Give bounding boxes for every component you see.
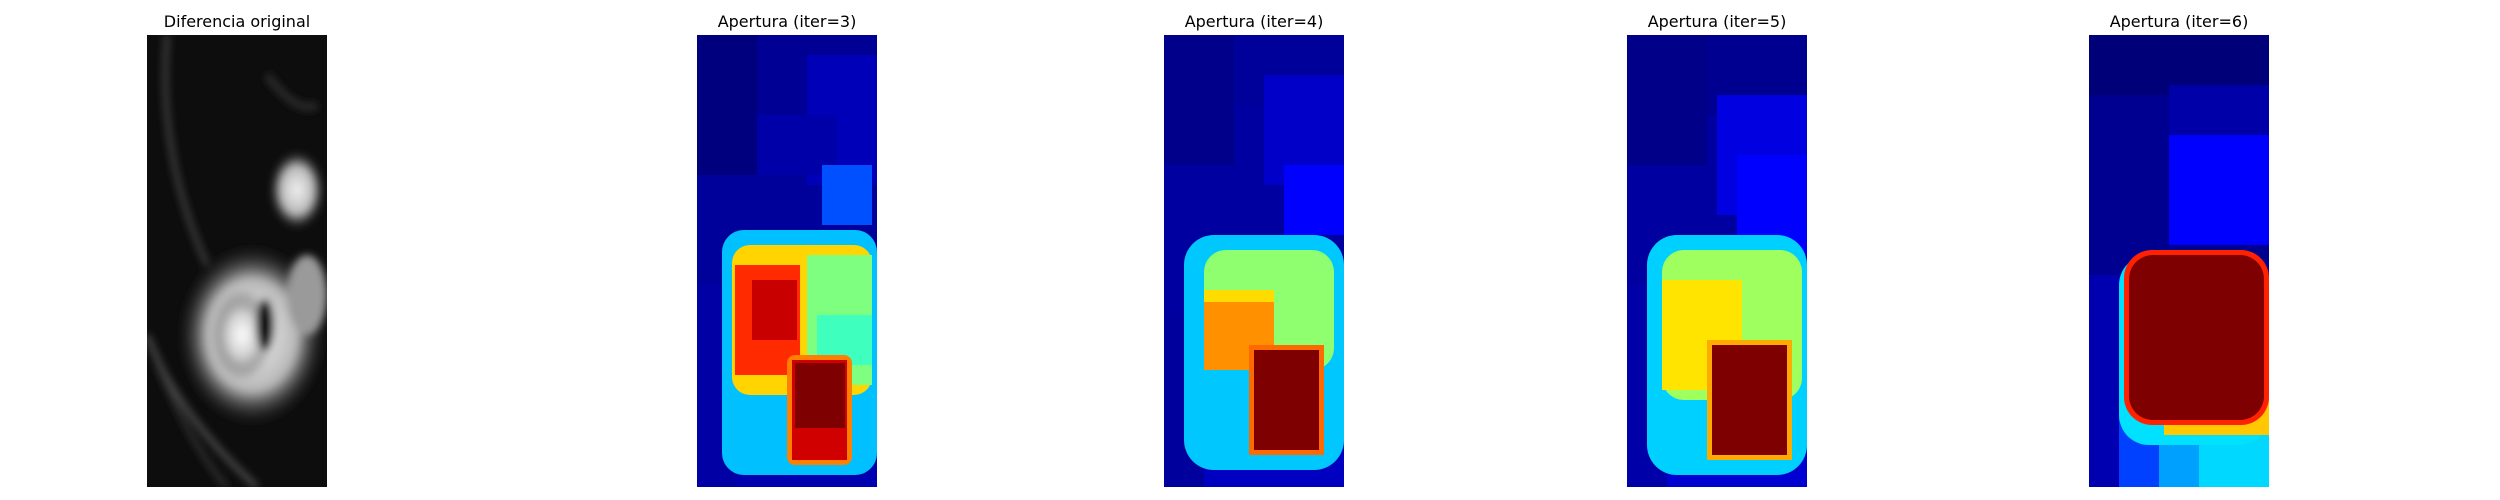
opening-iter-4-image [1164,35,1344,487]
opening-iter-5-image [1627,35,1807,487]
panel-title: Apertura (iter=3) [717,12,857,31]
panel-title: Apertura (iter=4) [1184,12,1324,31]
panel-opening-iter-5: Apertura (iter=5) [1627,0,1807,500]
panel-original: Diferencia original [147,0,327,500]
original-difference-image [147,35,327,487]
opening-iter-3-image [697,35,877,487]
panel-title: Apertura (iter=5) [1647,12,1787,31]
panel-title: Diferencia original [163,12,311,31]
opening-iter-6-image [2089,35,2269,487]
panel-title: Apertura (iter=6) [2109,12,2249,31]
panel-opening-iter-6: Apertura (iter=6) [2089,0,2269,500]
panel-opening-iter-4: Apertura (iter=4) [1164,0,1344,500]
panel-opening-iter-3: Apertura (iter=3) [697,0,877,500]
